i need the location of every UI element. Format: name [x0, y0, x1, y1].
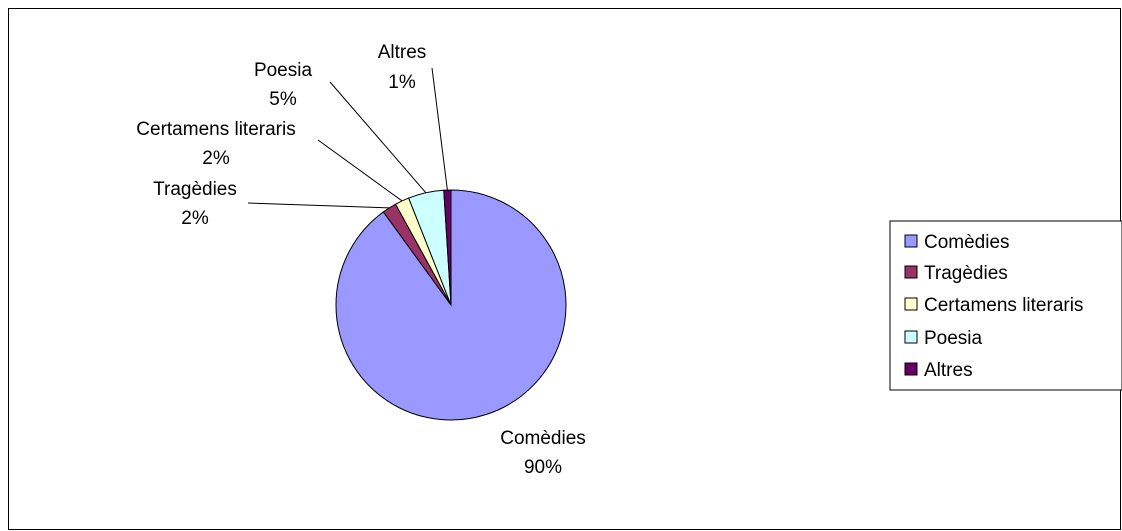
data-label-category: Certamens literaris: [136, 119, 295, 140]
legend-item-tragedies: Tragèdies: [904, 263, 1008, 284]
data-label-category: Altres: [378, 42, 427, 63]
legend-item-altres: Altres: [904, 360, 973, 381]
legend-box: [889, 220, 1122, 391]
leader-line-certamens: [317, 139, 403, 202]
data-label-percent: 5%: [269, 89, 297, 110]
data-label-category: Poesia: [254, 60, 313, 81]
legend-label: Certamens literaris: [924, 295, 1083, 316]
legend-label: Comèdies: [924, 232, 1010, 253]
data-label-tragedies: Tragèdies 2%: [153, 179, 237, 229]
data-label-percent: 2%: [202, 148, 230, 169]
data-label-percent: 90%: [524, 457, 562, 478]
legend-swatch: [904, 330, 918, 344]
legend-label: Tragèdies: [924, 263, 1008, 284]
legend-swatch: [904, 297, 918, 311]
legend: Comèdies Tragèdies Certamens literaris P…: [889, 220, 1122, 391]
legend-label: Poesia: [924, 328, 983, 349]
data-label-category: Comèdies: [500, 428, 586, 449]
legend-swatch: [904, 362, 918, 376]
pie-slice-comedies: [335, 189, 567, 421]
legend-swatch: [904, 265, 918, 279]
legend-label: Altres: [924, 360, 973, 381]
data-label-poesia: Poesia 5%: [254, 60, 313, 110]
data-label-comedies: Comèdies 90%: [500, 428, 586, 478]
data-label-certamens: Certamens literaris 2%: [136, 119, 295, 169]
pie-slices: [335, 189, 567, 421]
leader-line-poesia: [329, 81, 427, 194]
legend-item-certamens: Certamens literaris: [904, 295, 1083, 316]
data-label-altres: Altres 1%: [378, 42, 427, 93]
legend-item-comedies: Comèdies: [904, 232, 1010, 253]
leader-lines: [247, 67, 448, 209]
legend-swatch: [904, 234, 918, 248]
data-label-category: Tragèdies: [153, 179, 237, 200]
legend-item-poesia: Poesia: [904, 328, 983, 349]
data-label-percent: 2%: [181, 208, 209, 229]
leader-line-tragedies: [247, 202, 390, 209]
data-label-percent: 1%: [388, 72, 416, 93]
leader-line-altres: [431, 67, 448, 191]
